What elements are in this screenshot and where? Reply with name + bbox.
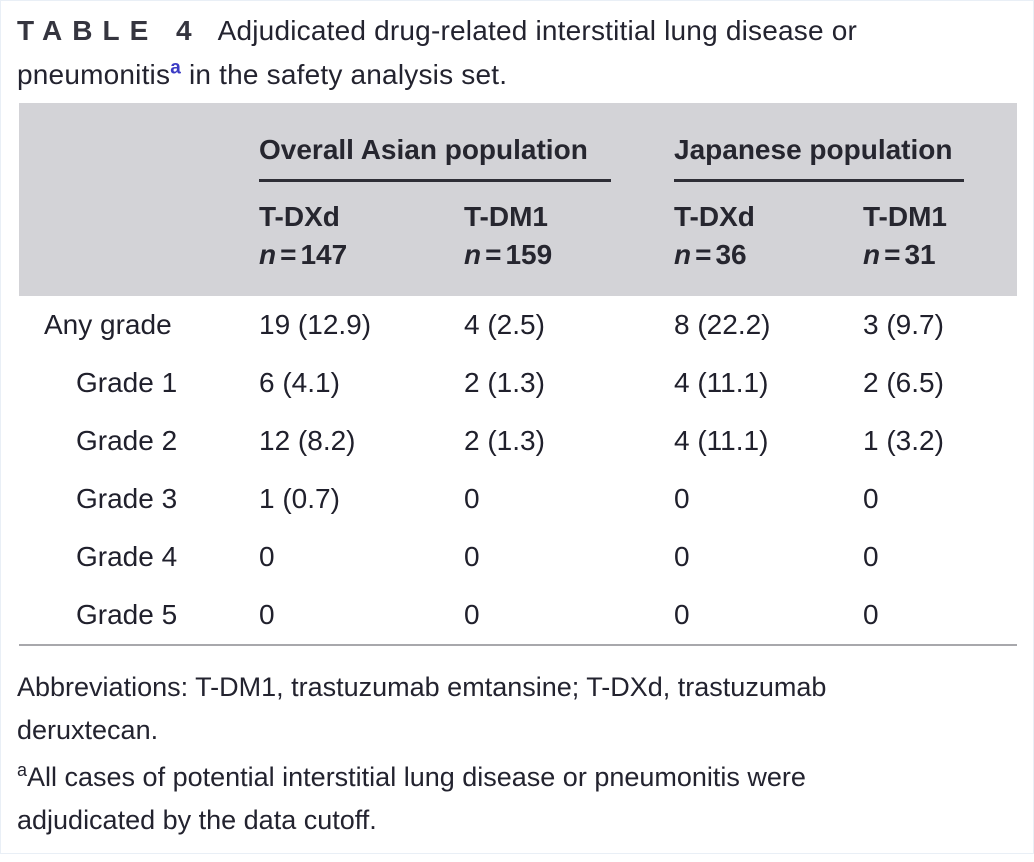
table-title: TABLE 4 Adjudicated drug-related intersti… (17, 9, 1015, 97)
equals-sign: = (485, 239, 502, 270)
table-caption-line2: pneumonitis (17, 59, 171, 90)
cell-value: 0 (259, 599, 275, 630)
equals-sign: = (884, 239, 901, 270)
cell-value: 4 (2.5) (464, 309, 545, 340)
equals-sign: = (280, 239, 297, 270)
column-group-overall-asian: Overall Asian population (259, 135, 674, 182)
row-label: Grade 5 (76, 599, 178, 630)
sample-size: n = 31 (863, 240, 1017, 270)
footnote-abbreviations: Abbreviations: T-DM1, trastuzumab emtans… (17, 666, 1015, 752)
table-row-grade-2: Grade 2 12 (8.2) 2 (1.3) 4 (11.1) 1 (3.2… (19, 412, 1017, 470)
cell-value: 0 (464, 483, 480, 514)
n-count: 31 (904, 239, 936, 270)
title-footnote-marker: a (170, 57, 181, 79)
column-group-label: Overall Asian population (259, 134, 588, 165)
cell-value: 6 (4.1) (259, 367, 340, 398)
cell-value: 1 (0.7) (259, 483, 340, 514)
column-header-tdm1-japanese: T-DM1 n = 31 (863, 202, 1017, 270)
row-label: Grade 3 (76, 483, 178, 514)
drug-name: T-DXd (259, 201, 340, 232)
column-group-underline (674, 179, 964, 182)
sample-size: n = 147 (259, 240, 464, 270)
cell-value: 0 (259, 541, 275, 572)
drug-name: T-DM1 (863, 201, 947, 232)
table-row-any-grade: Any grade 19 (12.9) 4 (2.5) 8 (22.2) 3 (… (19, 296, 1017, 354)
table-body: Any grade 19 (12.9) 4 (2.5) 8 (22.2) 3 (… (19, 296, 1017, 646)
cell-value: 0 (464, 541, 480, 572)
footnote-a-line1: All cases of potential interstitial lung… (27, 762, 806, 792)
footnotes: Abbreviations: T-DM1, trastuzumab emtans… (17, 646, 1015, 842)
cell-value: 2 (1.3) (464, 425, 545, 456)
spacer-cell (19, 135, 259, 182)
spacer-cell (19, 202, 259, 270)
footnote-a-line2: adjudicated by the data cutoff. (17, 805, 377, 835)
cell-value: 12 (8.2) (259, 425, 356, 456)
cell-value: 0 (674, 483, 690, 514)
abbreviations-line2: deruxtecan. (17, 715, 159, 745)
column-header-tdxd-asian: T-DXd n = 147 (259, 202, 464, 270)
drug-name: T-DXd (674, 201, 755, 232)
column-group-japanese: Japanese population (674, 135, 1017, 182)
cell-value: 19 (12.9) (259, 309, 372, 340)
n-symbol: n (259, 239, 277, 270)
cell-value: 8 (22.2) (674, 309, 771, 340)
table-row-grade-3: Grade 3 1 (0.7) 0 0 0 (19, 470, 1017, 528)
drug-name: T-DM1 (464, 201, 548, 232)
cell-value: 4 (11.1) (674, 367, 769, 398)
cell-value: 0 (674, 541, 690, 572)
column-header-row: T-DXd n = 147 T-DM1 n = 159 T-DXd n = 36 T-DM1… (19, 182, 1017, 296)
row-label: Any grade (44, 309, 172, 340)
n-symbol: n (674, 239, 692, 270)
cell-value: 0 (674, 599, 690, 630)
abbreviations-line1: Abbreviations: T-DM1, trastuzumab emtans… (17, 672, 827, 702)
table-row-grade-4: Grade 4 0 0 0 0 (19, 528, 1017, 586)
cell-value: 4 (11.1) (674, 425, 769, 456)
cell-value: 2 (1.3) (464, 367, 545, 398)
footnote-a: aAll cases of potential interstitial lun… (17, 756, 1015, 842)
row-label: Grade 2 (76, 425, 178, 456)
cell-value: 0 (863, 541, 879, 572)
column-group-row: Overall Asian population Japanese popula… (19, 103, 1017, 182)
column-header-tdm1-asian: T-DM1 n = 159 (464, 202, 674, 270)
n-symbol: n (464, 239, 482, 270)
n-count: 159 (505, 239, 553, 270)
cell-value: 0 (863, 483, 879, 514)
data-table: Overall Asian population Japanese popula… (19, 103, 1017, 646)
table-number-label: TABLE 4 (17, 15, 202, 46)
table-row-grade-5: Grade 5 0 0 0 0 (19, 586, 1017, 644)
cell-value: 0 (464, 599, 480, 630)
column-header-tdxd-japanese: T-DXd n = 36 (674, 202, 863, 270)
table-row-grade-1: Grade 1 6 (4.1) 2 (1.3) 4 (11.1) 2 (6.5) (19, 354, 1017, 412)
sample-size: n = 36 (674, 240, 863, 270)
column-group-underline (259, 179, 611, 182)
table-caption-line1: Adjudicated drug-related interstitial lu… (217, 15, 858, 46)
footnote-a-marker: a (17, 760, 28, 780)
column-group-label: Japanese population (674, 134, 953, 165)
n-count: 147 (300, 239, 348, 270)
table-header: Overall Asian population Japanese popula… (19, 103, 1017, 296)
page: TABLE 4 Adjudicated drug-related intersti… (1, 9, 1034, 862)
cell-value: 1 (3.2) (863, 425, 944, 456)
n-symbol: n (863, 239, 881, 270)
cell-value: 2 (6.5) (863, 367, 944, 398)
row-label: Grade 4 (76, 541, 178, 572)
cell-value: 3 (9.7) (863, 309, 944, 340)
equals-sign: = (695, 239, 712, 270)
cell-value: 0 (863, 599, 879, 630)
table-caption-line2-end: in the safety analysis set. (180, 59, 508, 90)
n-count: 36 (715, 239, 747, 270)
sample-size: n = 159 (464, 240, 674, 270)
row-label: Grade 1 (76, 367, 178, 398)
